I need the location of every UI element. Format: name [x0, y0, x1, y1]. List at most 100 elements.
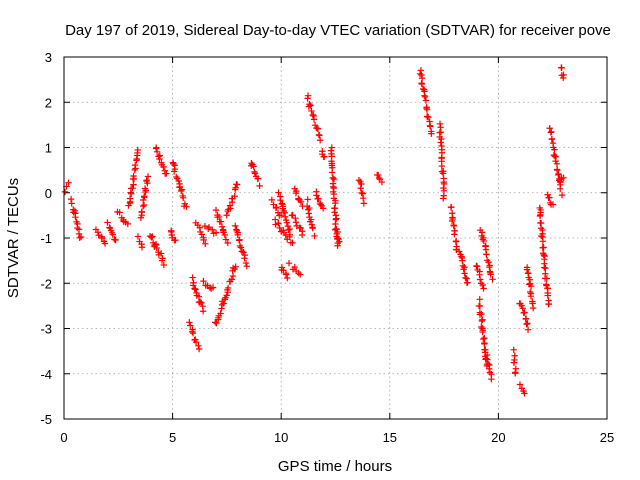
- data-point: [138, 208, 145, 216]
- data-point: [251, 170, 259, 177]
- data-point: [77, 233, 85, 241]
- data-point: [217, 310, 224, 317]
- series-track-20: [223, 181, 241, 219]
- data-point: [148, 234, 155, 241]
- data-points: [61, 64, 567, 397]
- data-point: [202, 240, 209, 248]
- data-point: [529, 304, 537, 312]
- data-point: [557, 178, 564, 185]
- data-point: [223, 292, 230, 299]
- plot-frame: [63, 56, 608, 420]
- data-point: [478, 310, 485, 318]
- x-tick-label: 5: [169, 430, 176, 445]
- data-point: [437, 129, 445, 136]
- data-point: [428, 130, 435, 137]
- series-track-38: [416, 67, 435, 137]
- data-point: [558, 64, 565, 72]
- data-point: [304, 196, 311, 203]
- data-point: [286, 231, 294, 239]
- series-track-17: [201, 222, 220, 237]
- data-point: [510, 346, 517, 353]
- data-point: [189, 330, 197, 337]
- data-point: [543, 275, 550, 282]
- data-point: [540, 251, 547, 259]
- series-track-50: [536, 204, 553, 308]
- series-track-49: [523, 264, 537, 312]
- data-point: [189, 274, 196, 281]
- data-point: [241, 255, 248, 262]
- data-point: [521, 390, 528, 397]
- data-point: [141, 185, 149, 192]
- data-point: [232, 222, 239, 230]
- data-point: [306, 204, 313, 212]
- series-track-40: [447, 203, 460, 253]
- data-point: [547, 129, 555, 136]
- data-point: [317, 201, 324, 208]
- data-point: [168, 231, 175, 239]
- data-point: [192, 286, 199, 293]
- series-track-13: [186, 319, 203, 353]
- data-point: [416, 70, 424, 78]
- data-point: [484, 356, 491, 363]
- series-track-54: [556, 174, 567, 185]
- data-point: [192, 338, 200, 346]
- series-track-41: [456, 248, 471, 287]
- data-point: [296, 271, 304, 278]
- data-point: [275, 219, 282, 227]
- data-point: [129, 184, 136, 192]
- data-point: [485, 365, 493, 372]
- series-track-29: [291, 185, 306, 210]
- data-point: [134, 146, 141, 154]
- data-point: [539, 238, 547, 245]
- data-point: [109, 231, 116, 238]
- data-point: [212, 206, 220, 214]
- data-point: [489, 276, 496, 283]
- data-point: [189, 282, 197, 289]
- data-point: [160, 163, 167, 171]
- series-track-30: [303, 196, 318, 240]
- data-point: [519, 305, 526, 312]
- data-point: [116, 209, 123, 216]
- data-point: [480, 285, 487, 292]
- data-point: [199, 308, 207, 315]
- data-point: [141, 192, 148, 200]
- data-point: [486, 262, 493, 269]
- x-tick-label: 0: [60, 430, 67, 445]
- data-point: [310, 116, 318, 123]
- data-point: [292, 214, 299, 222]
- series-track-14: [189, 274, 207, 315]
- data-point: [158, 257, 166, 264]
- data-point: [476, 276, 484, 283]
- data-point: [130, 181, 137, 188]
- data-point: [101, 240, 109, 247]
- x-tick-label: 25: [600, 430, 614, 445]
- y-tick-label: 3: [45, 50, 52, 65]
- data-point: [422, 97, 430, 104]
- data-point: [479, 316, 486, 323]
- series-track-4: [114, 208, 132, 228]
- data-point: [479, 281, 486, 289]
- data-point: [481, 339, 488, 347]
- data-point: [134, 233, 142, 240]
- series-track-6: [134, 233, 146, 251]
- data-point: [240, 249, 247, 256]
- series-track-10: [152, 144, 170, 177]
- series-track-28: [288, 211, 306, 239]
- data-point: [237, 244, 245, 251]
- data-point: [427, 123, 434, 130]
- data-point: [447, 203, 455, 211]
- data-point: [180, 194, 187, 202]
- data-point: [217, 218, 225, 225]
- data-point: [334, 234, 342, 242]
- data-point: [212, 229, 220, 236]
- data-point: [475, 302, 483, 310]
- data-point: [200, 277, 207, 285]
- series-track-34: [327, 144, 342, 249]
- data-point: [522, 315, 530, 322]
- data-point: [281, 213, 289, 220]
- data-point: [546, 125, 553, 132]
- data-point: [277, 211, 285, 219]
- data-point: [523, 266, 531, 273]
- data-point: [314, 125, 322, 132]
